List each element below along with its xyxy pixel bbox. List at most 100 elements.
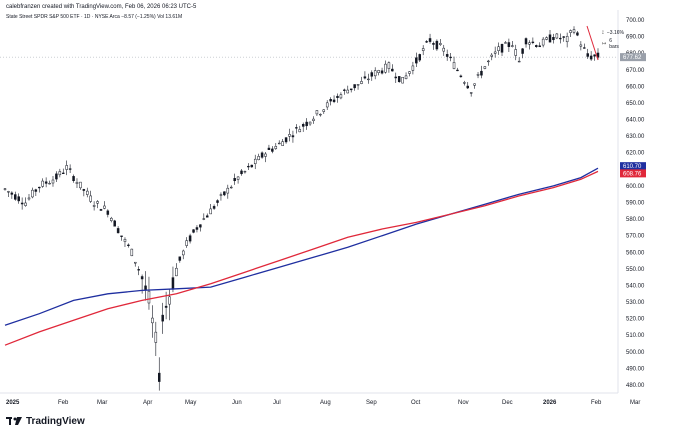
price-badge: 677.62	[620, 53, 646, 62]
candle-body	[483, 66, 487, 69]
candle-body	[175, 267, 178, 277]
candle	[31, 187, 34, 199]
candle-body	[425, 41, 428, 43]
candle	[106, 209, 110, 218]
candle	[134, 261, 137, 267]
candle-body	[62, 172, 65, 174]
candle	[223, 191, 226, 197]
candle	[593, 54, 596, 61]
x-tick-label: Mar	[97, 400, 107, 406]
x-tick-label: Dec	[502, 400, 513, 406]
candle-body	[157, 372, 161, 382]
candle	[38, 186, 41, 193]
candle-body	[593, 54, 596, 57]
x-tick-label: Mar	[630, 400, 640, 406]
candle-body	[541, 38, 545, 46]
candle-body	[360, 81, 363, 84]
candle	[349, 88, 353, 93]
candle	[308, 121, 312, 126]
candle	[583, 43, 586, 49]
x-tick-label: 2026	[543, 400, 557, 406]
candle-body	[271, 148, 274, 152]
candle-body	[490, 54, 493, 57]
candle	[428, 33, 432, 44]
candle	[120, 235, 123, 241]
candle-body	[288, 134, 291, 137]
candle	[459, 74, 463, 78]
candle	[226, 184, 230, 199]
candle	[336, 93, 339, 103]
candle-body	[319, 113, 322, 116]
candle	[253, 154, 257, 170]
candle-body	[219, 194, 223, 196]
candle-body	[315, 110, 319, 115]
candle-body	[260, 152, 264, 158]
candle	[236, 176, 240, 184]
candle	[373, 67, 377, 80]
candle-body	[418, 54, 422, 61]
candle-body	[295, 127, 298, 129]
candle	[387, 61, 391, 73]
candle	[487, 59, 490, 66]
candle	[175, 263, 178, 277]
candle	[346, 85, 350, 94]
candle	[44, 177, 48, 188]
candle-body	[569, 30, 572, 33]
candle-body	[511, 45, 514, 47]
measure-percent: −3.16%	[606, 29, 624, 36]
candle	[260, 151, 264, 159]
x-tick-label: Jul	[273, 400, 281, 406]
candle-body	[562, 36, 565, 38]
candle-body	[209, 208, 212, 215]
candle-body	[116, 228, 120, 234]
candle-body	[528, 42, 531, 45]
candle-body	[134, 261, 137, 264]
candle-body	[96, 201, 99, 204]
moving-averages	[4, 167, 599, 346]
candle-body	[41, 180, 44, 187]
candle-body	[456, 69, 459, 72]
candle-body	[188, 235, 192, 242]
candle	[397, 76, 401, 83]
candle-body	[439, 43, 442, 45]
candle	[442, 44, 446, 56]
candle	[411, 61, 415, 75]
candle-body	[305, 121, 308, 127]
candle	[380, 67, 384, 75]
candle-body	[487, 60, 490, 63]
candle	[497, 42, 500, 55]
candle-body	[301, 124, 305, 127]
candle-body	[387, 62, 391, 69]
candle-body	[144, 285, 147, 290]
candle	[391, 64, 394, 72]
candle	[243, 170, 247, 174]
candle-body	[72, 176, 75, 181]
candle	[127, 243, 130, 248]
candle	[435, 39, 439, 51]
candle-body	[514, 49, 517, 56]
candle-body	[476, 74, 480, 76]
candle-body	[404, 75, 408, 79]
candle	[384, 60, 387, 74]
candle-body	[480, 70, 483, 76]
x-tick-label: Sep	[366, 400, 377, 406]
candle-body	[202, 218, 206, 220]
price-badge: 608.76	[620, 169, 646, 178]
candle	[247, 163, 250, 170]
candle-body	[106, 210, 110, 215]
candle	[96, 200, 99, 209]
candle	[277, 140, 281, 145]
moving-average-line	[4, 167, 599, 326]
candle	[332, 95, 336, 104]
candle	[524, 37, 528, 48]
tradingview-footer[interactable]: TradingView	[6, 414, 85, 428]
candle-body	[559, 37, 562, 40]
candle	[449, 53, 452, 62]
candle-body	[154, 331, 158, 343]
candle-body	[75, 181, 79, 184]
x-tick-label: Feb	[58, 400, 69, 406]
candle	[17, 193, 20, 204]
candle	[545, 36, 548, 41]
